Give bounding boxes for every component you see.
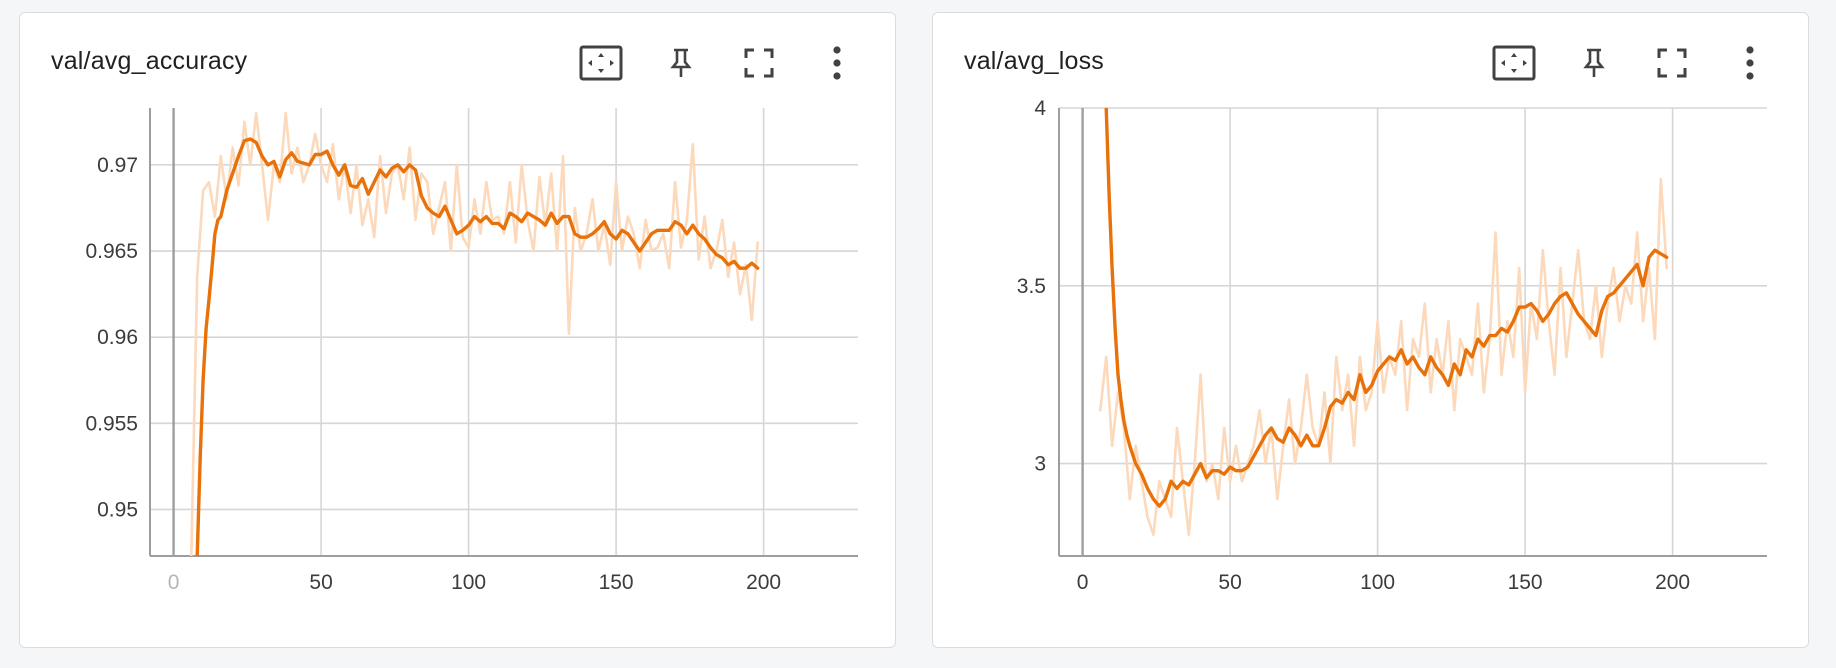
fit-domain-icon [579,45,623,81]
y-tick-label: 0.955 [85,412,138,435]
chart-val-avg-accuracy[interactable]: 0.95 0.955 0.96 0.965 0.97 0 50 100 150 200 [20,13,897,649]
fit-domain-button[interactable] [579,43,623,83]
more-options-button[interactable] [815,43,859,83]
x-tick-label: 100 [451,571,486,594]
raw-series-line [190,111,759,556]
y-tick-label: 4 [1034,97,1046,120]
x-tick-label: 200 [1655,571,1690,594]
card-title: val/avg_accuracy [51,47,248,75]
fullscreen-icon [744,48,774,78]
fullscreen-button[interactable] [737,43,781,83]
smoothed-series-line [195,137,760,556]
chart-val-avg-loss[interactable]: 3 3.5 4 0 50 100 150 200 [933,13,1810,649]
y-tick-label: 0.97 [97,154,138,177]
x-tick-label: 50 [1218,571,1241,594]
x-tick-label: 150 [599,571,634,594]
fit-domain-button[interactable] [1492,43,1536,83]
smoothed-series-line [1104,108,1669,508]
x-tick-label: 50 [309,571,332,594]
y-tick-label: 3 [1034,453,1046,476]
y-tick-label: 0.95 [97,498,138,521]
card-val-avg-accuracy: val/avg_accuracy [19,12,896,648]
more-vert-icon [833,46,841,80]
x-tick-label: 150 [1508,571,1543,594]
card-title: val/avg_loss [964,47,1104,75]
pin-button[interactable] [659,43,703,83]
x-tick-label: 200 [746,571,781,594]
fit-domain-icon [1492,45,1536,81]
x-tick-label: 0 [168,571,180,594]
fullscreen-icon [1657,48,1687,78]
more-vert-icon [1746,46,1754,80]
pin-button[interactable] [1572,43,1616,83]
x-tick-label: 100 [1360,571,1395,594]
pin-icon [670,48,692,77]
fullscreen-button[interactable] [1650,43,1694,83]
y-tick-label: 3.5 [1017,275,1046,298]
pin-icon [1583,48,1605,77]
card-toolbar [1492,43,1772,87]
y-tick-label: 0.96 [97,326,138,349]
more-options-button[interactable] [1728,43,1772,83]
card-val-avg-loss: val/avg_loss [932,12,1809,648]
card-toolbar [579,43,859,87]
x-tick-label: 0 [1077,571,1089,594]
y-tick-label: 0.965 [85,240,138,263]
